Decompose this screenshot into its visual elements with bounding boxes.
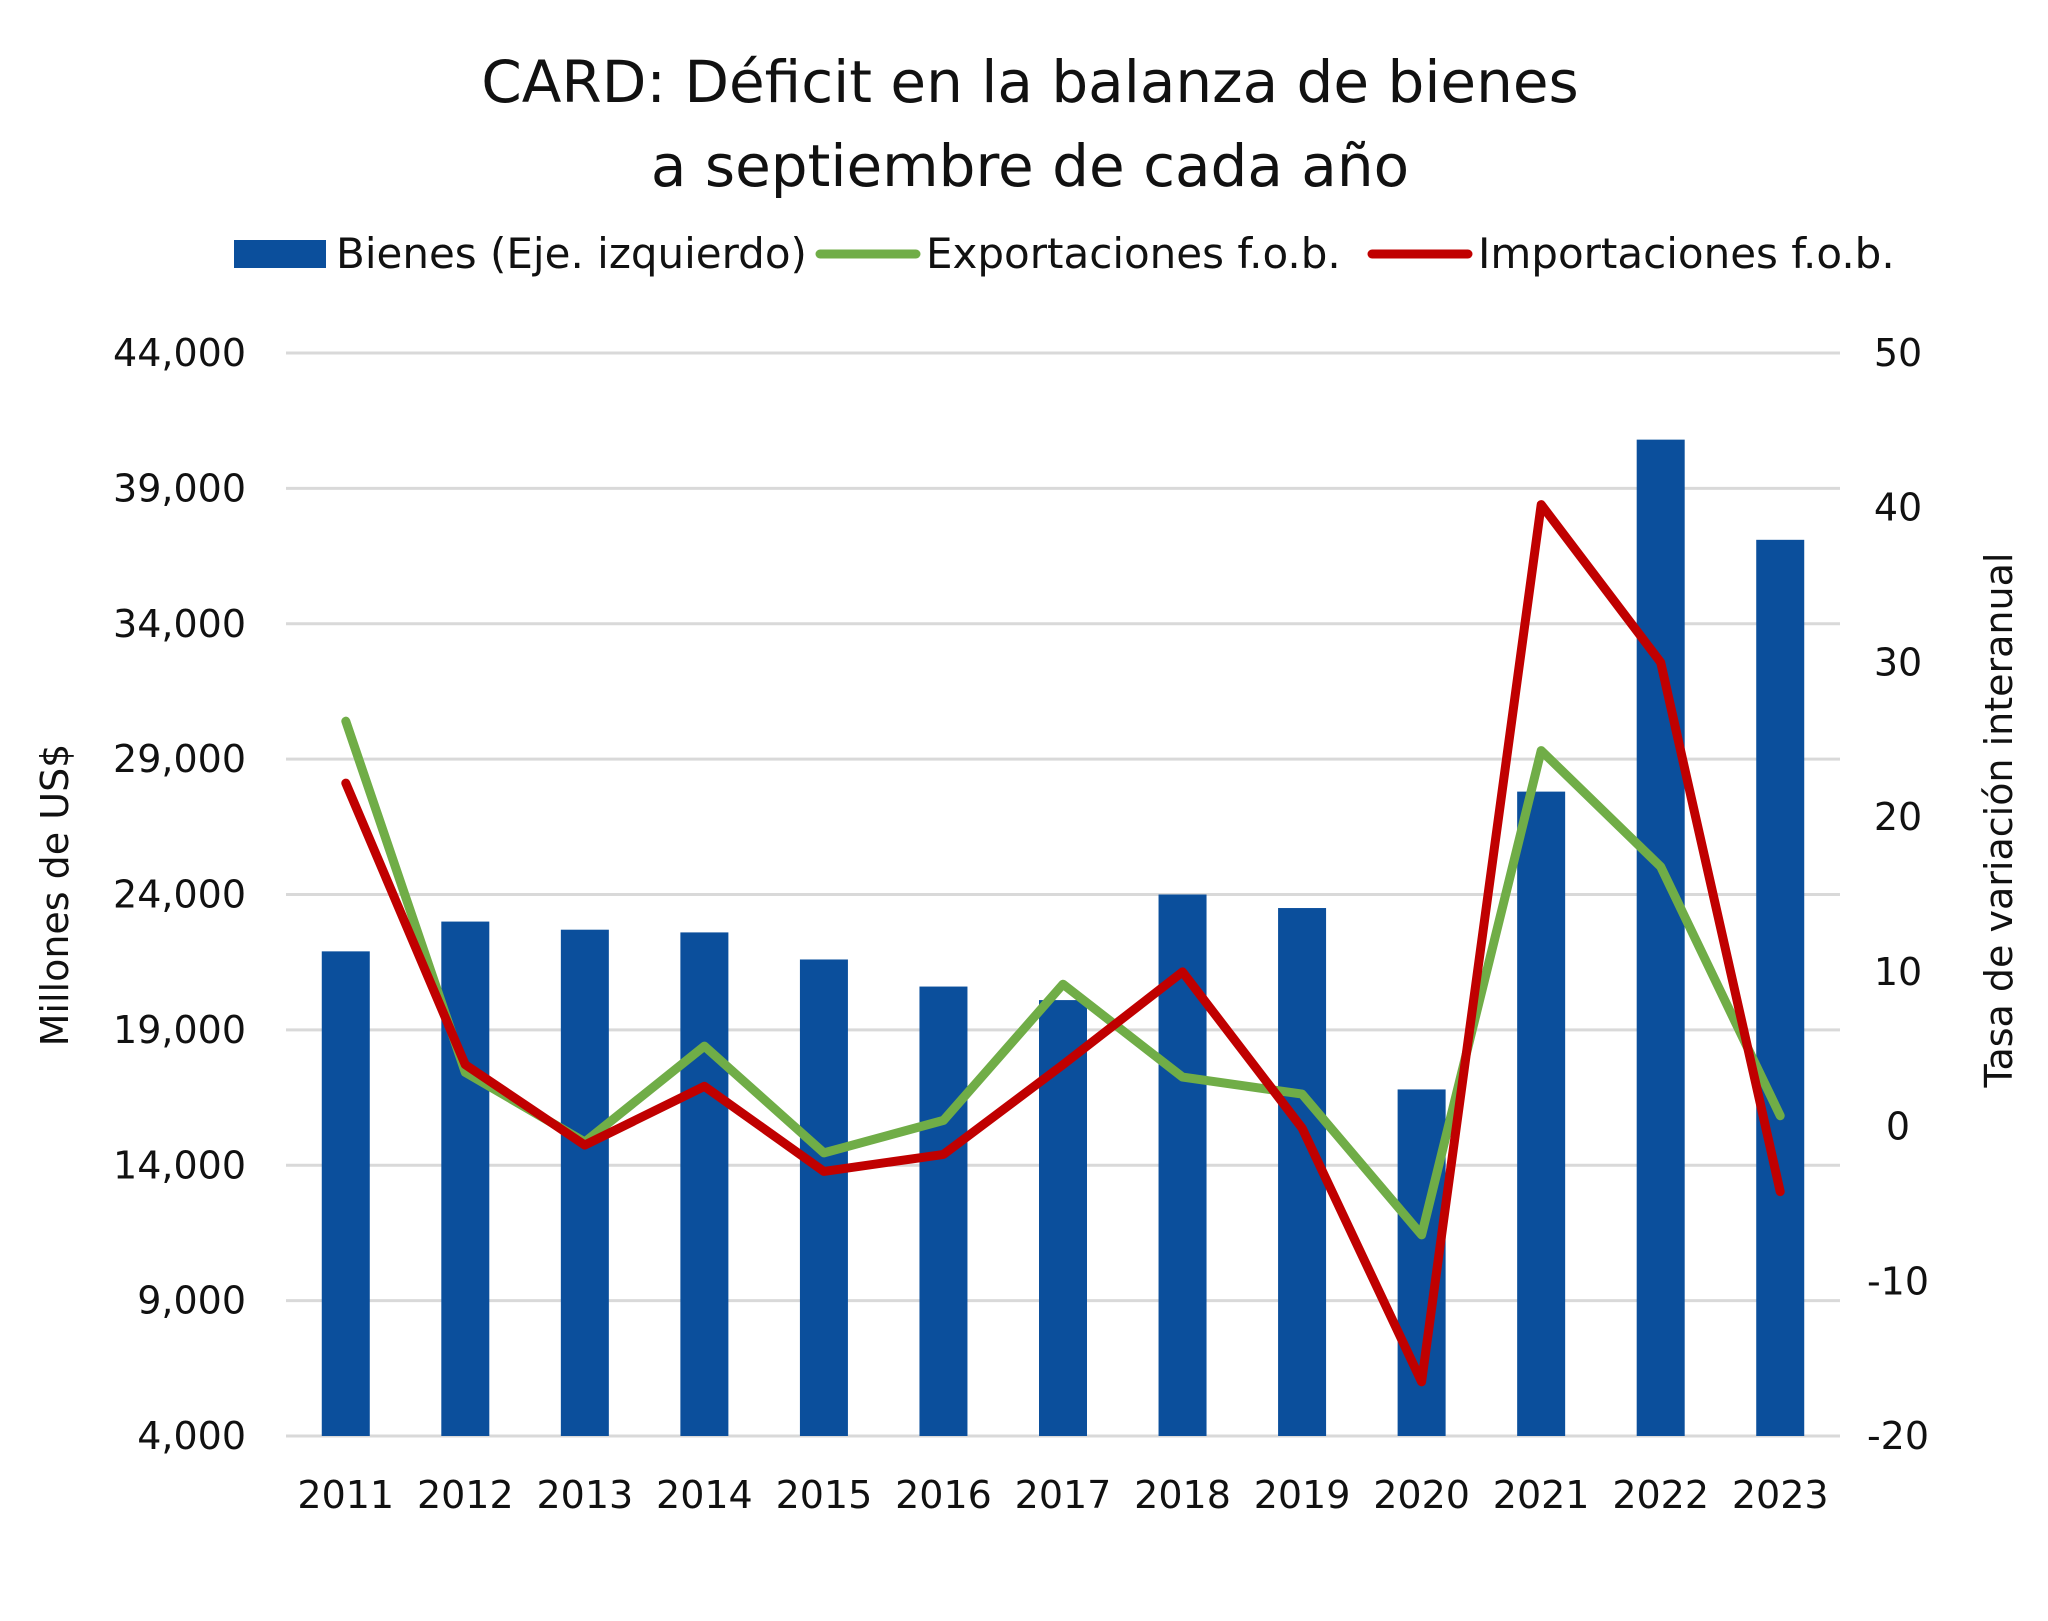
left-axis-title: Millones de US$	[33, 744, 77, 1047]
legend-label-exportaciones: Exportaciones f.o.b.	[926, 229, 1341, 278]
left-tick-label: 4,000	[137, 1414, 246, 1458]
right-tick-label: 20	[1874, 795, 1922, 839]
x-tick-label: 2022	[1612, 1473, 1709, 1517]
bar-2023	[1756, 539, 1805, 1436]
series-lines	[341, 500, 1785, 1387]
left-axis-ticks: 4,000 9,000 14,000 19,000 24,000 29,000 34,000…	[113, 331, 246, 1458]
x-tick-label: 2012	[417, 1473, 514, 1517]
bar-2022	[1636, 439, 1685, 1436]
right-tick-label: 10	[1874, 950, 1922, 994]
bar-2016	[919, 986, 968, 1436]
chart-title-line-1: CARD: Déficit en la balanza de bienes	[481, 48, 1579, 116]
right-axis-title: Tasa de variación interanual	[1977, 553, 2021, 1089]
legend-label-importaciones: Importaciones f.o.b.	[1478, 229, 1895, 278]
x-tick-label: 2023	[1732, 1473, 1829, 1517]
left-tick-label: 39,000	[113, 466, 246, 510]
bar-2014	[680, 932, 729, 1436]
line-importaciones	[341, 500, 1785, 1387]
right-tick-label: 0	[1886, 1105, 1910, 1149]
bar-2012	[441, 921, 490, 1436]
left-tick-label: 9,000	[137, 1279, 246, 1323]
left-tick-label: 34,000	[113, 602, 246, 646]
x-tick-label: 2014	[656, 1473, 753, 1517]
right-axis-ticks: -20 -10 0 10 20 30 40 50	[1867, 331, 1929, 1458]
right-tick-label: -10	[1867, 1259, 1929, 1303]
legend: Bienes (Eje. izquierdo) Exportaciones f.…	[234, 229, 1895, 278]
x-tick-label: 2018	[1134, 1473, 1231, 1517]
right-tick-label: 50	[1874, 331, 1922, 375]
legend-label-bienes: Bienes (Eje. izquierdo)	[336, 229, 807, 278]
left-tick-label: 19,000	[113, 1008, 246, 1052]
x-tick-label: 2015	[776, 1473, 873, 1517]
x-axis-ticks: 2011 2012 2013 2014 2015 2016 2017 2018 2019 2020…	[297, 1473, 1828, 1517]
right-tick-label: -20	[1867, 1414, 1929, 1458]
left-tick-label: 44,000	[113, 331, 246, 375]
bar-2015	[799, 959, 848, 1436]
left-tick-label: 29,000	[113, 737, 246, 781]
bar-2011	[321, 951, 370, 1436]
x-tick-label: 2021	[1493, 1473, 1590, 1517]
legend-swatch-bienes	[234, 240, 326, 268]
x-tick-label: 2017	[1015, 1473, 1112, 1517]
right-tick-label: 30	[1874, 640, 1922, 684]
x-tick-label: 2013	[536, 1473, 633, 1517]
right-tick-label: 40	[1874, 486, 1922, 530]
bar-2021	[1517, 791, 1566, 1436]
x-tick-label: 2020	[1373, 1473, 1470, 1517]
chart-title-line-2: a septiembre de cada año	[651, 132, 1409, 200]
x-tick-label: 2011	[297, 1473, 394, 1517]
left-tick-label: 24,000	[113, 873, 246, 917]
bars	[321, 439, 1805, 1436]
x-tick-label: 2016	[895, 1473, 992, 1517]
bar-2013	[560, 929, 609, 1436]
x-tick-label: 2019	[1254, 1473, 1351, 1517]
left-tick-label: 14,000	[113, 1143, 246, 1187]
